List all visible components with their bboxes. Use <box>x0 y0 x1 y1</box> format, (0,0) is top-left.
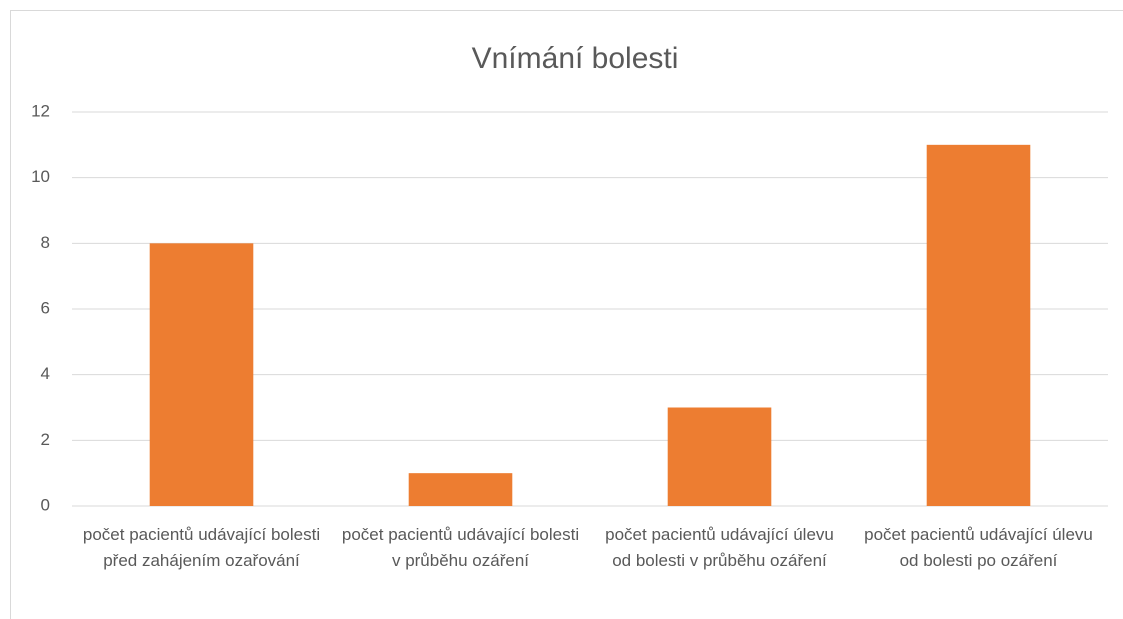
y-tick-label: 12 <box>31 101 50 120</box>
chart-border <box>10 10 1123 619</box>
y-tick-label: 10 <box>31 167 50 186</box>
bar <box>149 243 254 507</box>
bar <box>408 473 513 506</box>
chart-title: Vnímání bolesti <box>472 42 679 75</box>
x-tick-label: počet pacientů udávající úlevu od bolesti… <box>605 525 834 570</box>
y-tick-label: 2 <box>41 430 50 449</box>
y-tick-label: 4 <box>41 364 50 383</box>
y-tick-label: 0 <box>41 495 50 514</box>
bar <box>926 144 1031 507</box>
x-tick-label: počet pacientů udávající úlevu od bolesti… <box>864 525 1093 570</box>
x-tick-label: počet pacientů udávající bolesti v průběh… <box>342 525 579 570</box>
x-tick-label: počet pacientů udávající bolesti před zah… <box>83 525 320 570</box>
y-tick-label: 6 <box>41 298 50 317</box>
bar <box>667 407 772 506</box>
y-tick-label: 8 <box>41 233 50 252</box>
